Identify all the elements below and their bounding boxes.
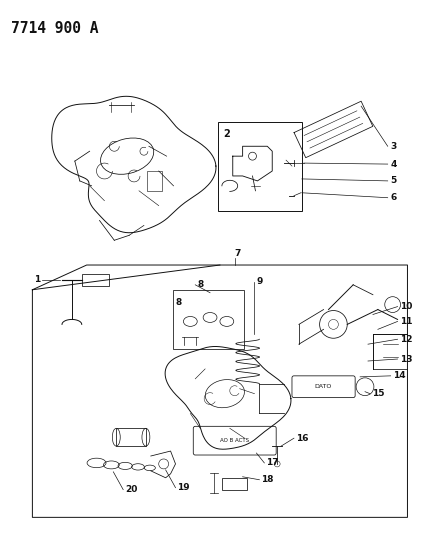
Text: 3: 3 [391,142,397,151]
Bar [222,478,247,490]
Text: 10: 10 [400,302,412,311]
Text: 12: 12 [400,335,412,344]
Text: 7714 900 A: 7714 900 A [11,21,98,36]
Text: 16: 16 [296,434,309,443]
Text: 6: 6 [391,193,397,202]
Text: 8: 8 [175,297,182,306]
Bar [82,274,110,286]
Text: 2: 2 [223,130,230,140]
Text: 5: 5 [391,176,397,185]
Text: 18: 18 [262,475,274,484]
Text: 15: 15 [372,389,384,398]
Text: 7: 7 [235,249,241,258]
Bar [116,429,146,446]
Text: DATO: DATO [315,384,332,389]
Text: 20: 20 [125,485,137,494]
Text: 1: 1 [34,276,40,285]
Bar [147,171,162,191]
Text: 8: 8 [197,280,203,289]
Bar [218,122,302,211]
Text: 19: 19 [178,483,190,492]
Text: 11: 11 [400,317,412,326]
Text: 9: 9 [256,277,263,286]
Text: 4: 4 [391,159,397,168]
Text: 14: 14 [392,372,405,381]
Text: 17: 17 [266,458,279,467]
Bar [172,290,244,349]
Text: 13: 13 [400,354,412,364]
Text: AO B ACTS: AO B ACTS [220,438,249,443]
